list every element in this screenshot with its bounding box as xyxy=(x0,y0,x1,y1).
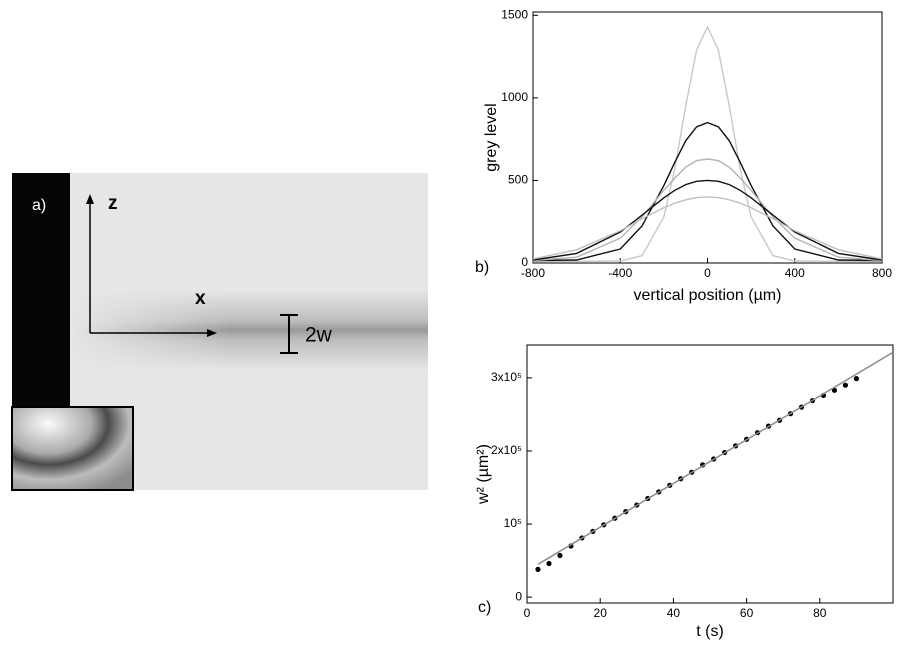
x-tick-label: 80 xyxy=(813,606,827,620)
width-bar xyxy=(280,314,298,354)
data-point xyxy=(842,382,849,388)
x-tick-label: 60 xyxy=(740,606,754,620)
y-tick-label: 0 xyxy=(515,589,522,603)
y-tick-label: 10⁵ xyxy=(504,516,522,530)
y-axis-label: grey level xyxy=(483,103,500,171)
y-tick-label: 500 xyxy=(508,173,528,187)
y-tick-label: 1000 xyxy=(501,90,528,104)
x-tick-label: 0 xyxy=(524,606,531,620)
panel-label: b) xyxy=(475,259,489,276)
x-tick-label: 40 xyxy=(667,606,681,620)
arrow-head xyxy=(86,194,94,204)
chart: -800 -400 0 400 800 0 500 1000 1500 vertical posi… xyxy=(475,7,892,304)
x-tick-label: -800 xyxy=(521,266,545,280)
data-point xyxy=(546,560,552,567)
width-label: 2w xyxy=(305,324,333,347)
y-tick-label: 0 xyxy=(521,255,528,269)
inset xyxy=(11,406,134,491)
x-tick-label: -400 xyxy=(608,266,632,280)
axis-label: z xyxy=(108,193,118,214)
curve xyxy=(532,196,883,260)
curve xyxy=(532,121,883,262)
curve xyxy=(533,25,882,262)
x-axis-label: vertical position (µm) xyxy=(634,287,782,304)
panel-label: a) xyxy=(32,197,46,214)
data-point xyxy=(853,376,860,382)
data-point xyxy=(557,552,563,559)
y-tick-label: 2x10⁵ xyxy=(491,443,522,457)
plot-frame xyxy=(526,344,894,604)
axis-label: x xyxy=(195,288,206,309)
x-tick-label: 0 xyxy=(704,266,711,280)
plot-frame xyxy=(532,11,883,264)
data-point xyxy=(831,387,838,393)
chart: 0 20 40 60 80 0 10⁵ 2x10⁵ 3x10⁵ t (s) w² (µm²) c) xyxy=(475,344,894,640)
arrow-head xyxy=(207,329,217,337)
y-axis-label: w² (µm²) xyxy=(475,444,492,505)
x-tick-label: 400 xyxy=(785,266,805,280)
panel-label: c) xyxy=(478,599,491,616)
y-tick-label: 3x10⁵ xyxy=(491,370,522,384)
fit-line xyxy=(537,351,894,565)
x-tick-label: 20 xyxy=(594,606,608,620)
curve xyxy=(532,179,883,261)
x-tick-label: 800 xyxy=(872,266,892,280)
panel-a: a) z x 2w xyxy=(11,173,428,491)
curve xyxy=(532,158,883,262)
data-point xyxy=(535,566,541,572)
x-axis-label: t (s) xyxy=(696,623,724,640)
y-tick-label: 1500 xyxy=(501,7,528,21)
band-fade xyxy=(70,290,428,370)
